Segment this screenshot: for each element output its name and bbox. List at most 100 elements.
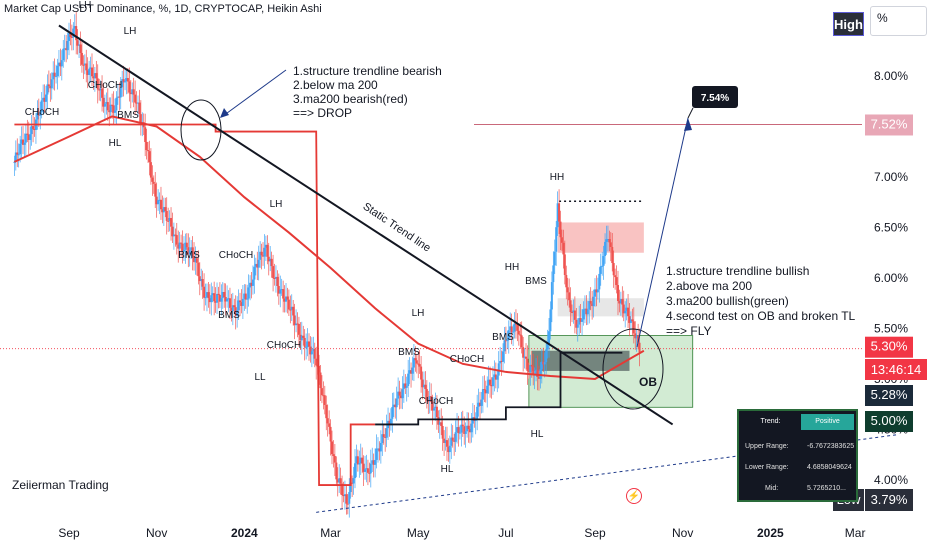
candle-body <box>504 340 507 342</box>
candle-body <box>283 298 286 302</box>
candle-body <box>605 239 608 242</box>
candle-body <box>24 133 27 143</box>
candle-body <box>599 266 602 274</box>
candle-body <box>448 445 451 453</box>
y-tick-label: 4.00% <box>874 473 908 487</box>
candle-body <box>608 238 611 243</box>
candle-body <box>470 423 473 433</box>
structure-label: LH <box>124 26 137 37</box>
candle-body <box>203 286 206 298</box>
y-tick-label: 6.00% <box>874 271 908 285</box>
candle-body <box>276 276 279 287</box>
candle-body <box>297 323 300 335</box>
candle-body <box>428 396 431 402</box>
candle-body <box>601 265 604 267</box>
structure-label: HL <box>531 429 544 440</box>
candle-body <box>230 307 233 312</box>
candle-body <box>257 259 260 268</box>
candle-body <box>625 307 628 311</box>
candle-body <box>537 376 540 379</box>
candle-body <box>106 102 109 111</box>
candle-body <box>404 383 407 388</box>
candle-body <box>226 298 229 302</box>
candle-body <box>440 422 443 427</box>
candle-body <box>306 341 309 348</box>
annotation-arrowhead <box>220 108 229 118</box>
candle-body <box>319 372 322 389</box>
candle-body <box>157 200 160 205</box>
candle-body <box>102 97 105 107</box>
candle-body <box>256 263 259 268</box>
candle-body <box>270 258 273 267</box>
candle-body <box>210 295 213 303</box>
candle-body <box>611 247 614 264</box>
candle-body <box>68 33 70 41</box>
candle-body <box>369 463 372 474</box>
candle-body <box>36 112 39 120</box>
structure-label: BMS <box>117 110 139 121</box>
candle-body <box>491 377 494 387</box>
candle-body <box>172 234 175 237</box>
candle-body <box>529 364 532 373</box>
annotation-circle <box>180 99 222 161</box>
candle-body <box>205 292 208 298</box>
candle-body <box>152 181 155 184</box>
candle-body <box>335 462 338 480</box>
candle-body <box>101 88 104 98</box>
candle-body <box>98 89 101 91</box>
scale-unit-button[interactable]: % <box>870 6 927 36</box>
candle-body <box>343 494 346 497</box>
ma200-line <box>13 115 645 381</box>
annotation-arrow <box>222 69 287 117</box>
target-arrow <box>636 117 689 348</box>
candle-body <box>190 247 193 251</box>
candle-body <box>92 76 95 79</box>
candle-body <box>549 309 552 332</box>
candle-body <box>376 448 379 450</box>
candle-body <box>628 316 631 323</box>
candle-body <box>375 448 378 460</box>
candle-body <box>82 64 85 66</box>
candle-body <box>115 97 118 111</box>
candle-body <box>308 341 311 347</box>
candle-body <box>193 256 196 263</box>
candle-body <box>437 417 440 425</box>
candle-body <box>63 48 66 50</box>
candle-body <box>243 293 246 299</box>
alert-bolt-icon[interactable]: ⚡ <box>626 488 642 504</box>
trend-row-label: Lower Range: <box>745 464 789 471</box>
candle-body <box>572 310 575 313</box>
candle-body <box>16 152 19 155</box>
candle-body <box>264 244 267 248</box>
high-button[interactable]: High <box>833 12 864 36</box>
candle-body <box>578 318 581 325</box>
candle-body <box>530 364 533 367</box>
candle-body <box>279 289 282 294</box>
candle-body <box>161 209 164 213</box>
candle-body <box>159 199 162 210</box>
target-callout-text: 7.54% <box>701 93 729 104</box>
candle-body <box>463 426 466 434</box>
candle-body <box>592 296 595 307</box>
candle-body <box>168 217 171 221</box>
candle-body <box>126 78 129 82</box>
candle-body <box>408 370 411 374</box>
candle-body <box>454 432 457 442</box>
candle-body <box>272 266 275 278</box>
candle-body <box>237 300 240 311</box>
candle-body <box>234 307 237 317</box>
supply-zone <box>557 222 644 253</box>
current-price-tag: 5.30% <box>871 339 908 354</box>
candle-body <box>26 133 29 135</box>
candle-body <box>184 242 187 250</box>
candle-body <box>139 114 142 124</box>
candle-body <box>341 483 344 495</box>
candle-body <box>631 319 634 322</box>
candle-body <box>502 351 505 362</box>
x-tick-label: Sep <box>584 526 606 540</box>
candle-body <box>250 282 253 286</box>
candle-body <box>47 84 50 86</box>
candle-body <box>113 110 116 113</box>
candle-body <box>464 431 467 434</box>
